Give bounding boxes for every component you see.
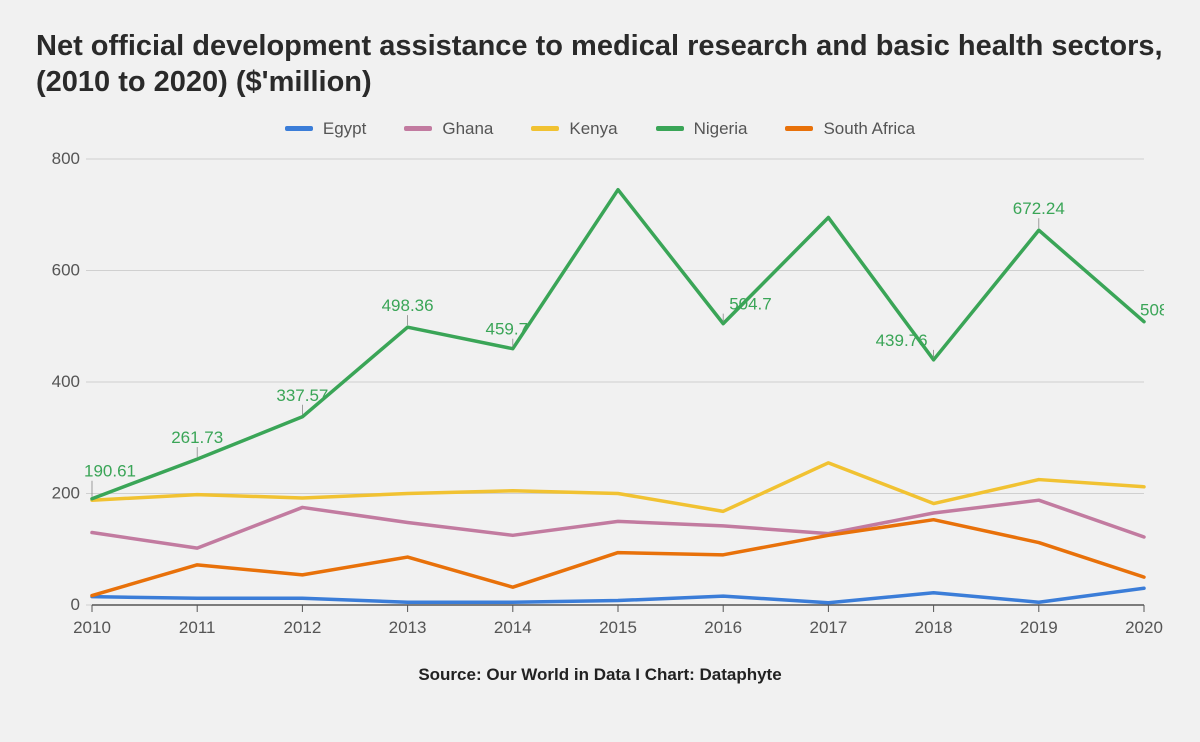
series-line-ghana [92, 500, 1144, 548]
legend-item-ghana: Ghana [404, 119, 493, 139]
legend: Egypt Ghana Kenya Nigeria South Africa [36, 119, 1164, 139]
legend-swatch [531, 126, 559, 131]
y-tick-label: 600 [52, 260, 80, 279]
nigeria-data-label: 261.73 [171, 428, 223, 447]
x-tick-label: 2015 [599, 618, 637, 637]
plot-area: 0 200 400 600 800 2010 2011 2012 2013 2014 2015 201… [36, 149, 1164, 649]
legend-label: South Africa [823, 119, 915, 139]
x-tick-label: 2012 [283, 618, 321, 637]
legend-item-kenya: Kenya [531, 119, 617, 139]
legend-label: Kenya [569, 119, 617, 139]
x-tick-label: 2011 [179, 618, 216, 637]
chart-svg: 0 200 400 600 800 2010 2011 2012 2013 2014 2015 201… [36, 149, 1164, 649]
nigeria-data-label: 508.18 [1140, 300, 1164, 319]
legend-swatch [285, 126, 313, 131]
series-line-kenya [92, 462, 1144, 511]
legend-swatch [404, 126, 432, 131]
nigeria-data-label: 504.7 [729, 294, 772, 313]
y-tick-label: 400 [52, 372, 80, 391]
series-line-nigeria [92, 189, 1144, 498]
legend-label: Nigeria [694, 119, 748, 139]
series-line-egypt [92, 588, 1144, 602]
x-tick-label: 2010 [73, 618, 111, 637]
source-attribution: Source: Our World in Data I Chart: Datap… [36, 665, 1164, 685]
x-tick-label: 2016 [704, 618, 742, 637]
legend-label: Ghana [442, 119, 493, 139]
nigeria-data-label: 190.61 [84, 461, 136, 480]
x-tick-label: 2020 [1125, 618, 1163, 637]
nigeria-data-label: 439.76 [876, 330, 928, 349]
x-tick-label: 2017 [809, 618, 847, 637]
nigeria-data-label: 459.7 [486, 319, 529, 338]
nigeria-data-label: 672.24 [1013, 199, 1065, 218]
y-tick-label: 800 [52, 149, 80, 168]
nigeria-data-label: 498.36 [382, 296, 434, 315]
x-tick-label: 2019 [1020, 618, 1058, 637]
x-tick-label: 2018 [915, 618, 953, 637]
x-tick-label: 2013 [389, 618, 427, 637]
legend-swatch [785, 126, 813, 131]
legend-swatch [656, 126, 684, 131]
y-tick-label: 200 [52, 483, 80, 502]
legend-label: Egypt [323, 119, 366, 139]
series-line-south-africa [92, 519, 1144, 595]
chart-container: Net official development assistance to m… [0, 0, 1200, 742]
legend-item-south-africa: South Africa [785, 119, 915, 139]
legend-item-egypt: Egypt [285, 119, 366, 139]
x-tick-label: 2014 [494, 618, 532, 637]
chart-title: Net official development assistance to m… [36, 28, 1164, 101]
nigeria-data-label: 337.57 [276, 385, 328, 404]
legend-item-nigeria: Nigeria [656, 119, 748, 139]
y-tick-label: 0 [71, 595, 80, 614]
